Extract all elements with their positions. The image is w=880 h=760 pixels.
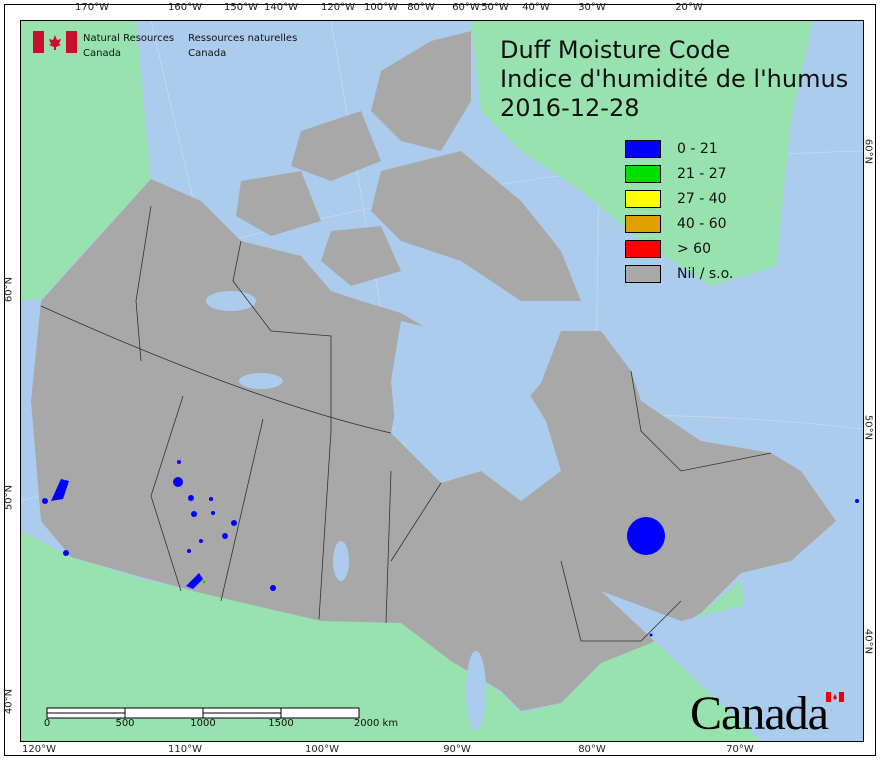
lon-label-bottom: 110°W (168, 744, 202, 755)
lat-label-left: 40°N (3, 688, 15, 715)
agency-fr-line1: Ressources naturelles (188, 33, 298, 44)
wordmark-flag-icon (826, 692, 844, 702)
dmc-blob (211, 511, 215, 515)
dmc-blob (231, 520, 237, 526)
atlantic-ocean (601, 561, 863, 741)
lat-label-right: 40°N (862, 628, 874, 655)
canada-land (31, 179, 836, 711)
lon-label-top: 30°W (578, 2, 606, 13)
lon-label-top: 80°W (407, 2, 435, 13)
legend-label: 21 - 27 (677, 165, 727, 182)
dmc-blob (177, 460, 181, 464)
lat-label-right: 50°N (862, 414, 874, 441)
lake-winnipeg (333, 541, 349, 581)
map-title: Duff Moisture Code Indice d'humidité de … (500, 36, 848, 123)
dmc-blob (63, 550, 69, 556)
scale-label: 2000 km (353, 718, 399, 729)
scale-label: 1500 (268, 718, 294, 729)
lat-label-left: 50°N (3, 484, 15, 511)
wordmark-text: Canada (690, 687, 829, 740)
dmc-blob (649, 633, 653, 637)
title-fr: Indice d'humidité de l'humus (500, 65, 849, 93)
nrcan-signature: Natural Resources Canada Ressources natu… (33, 31, 297, 61)
dmc-mid-area (202, 580, 206, 584)
dmc-blob (270, 585, 276, 591)
map-canvas[interactable]: Natural Resources Canada Ressources natu… (20, 20, 864, 742)
great-slave-lake (239, 373, 283, 389)
lon-label-bottom: 80°W (578, 744, 606, 755)
dmc-blob (209, 497, 213, 501)
scale-bar-graphic (46, 707, 360, 719)
lon-label-bottom: 70°W (726, 744, 754, 755)
title-date: 2016-12-28 (500, 94, 640, 122)
agency-en-line2: Canada (83, 48, 122, 59)
canada-wordmark: Canada (690, 686, 844, 741)
hudson-bay (391, 321, 561, 501)
dmc-low-areas (42, 460, 859, 637)
lon-label-top: 120°W (321, 2, 355, 13)
lon-label-bottom: 120°W (22, 744, 56, 755)
lon-label-bottom: 90°W (443, 744, 471, 755)
dmc-blob-coast (51, 479, 69, 501)
map-svg (21, 21, 863, 741)
legend-swatch (625, 139, 661, 158)
provincial-boundaries (40, 205, 772, 642)
great-bear-lake (206, 291, 256, 311)
scale-label: 0 (43, 718, 51, 729)
lon-label-top: 140°W (264, 2, 298, 13)
legend-label: 0 - 21 (677, 140, 718, 157)
legend-swatch (625, 264, 661, 283)
dmc-blob (188, 495, 194, 501)
lon-label-top: 50°W (481, 2, 509, 13)
usa-land (21, 531, 761, 741)
dmc-blob (191, 511, 197, 517)
dmc-blob (173, 477, 183, 487)
legend-label: 27 - 40 (677, 190, 727, 207)
lon-label-top: 100°W (364, 2, 398, 13)
dmc-blob (42, 498, 48, 504)
legend-item: 40 - 60 (625, 211, 733, 236)
dmc-blob (199, 539, 203, 543)
legend-label: 40 - 60 (677, 215, 727, 232)
dmc-blob-quebec (627, 517, 665, 555)
agency-en-line1: Natural Resources (83, 33, 175, 44)
alaska-land (21, 21, 151, 301)
dmc-blob (222, 533, 228, 539)
lat-label-left: 60°N (3, 276, 15, 303)
legend-item: > 60 (625, 236, 733, 261)
legend-item: 0 - 21 (625, 136, 733, 161)
scale-label: 500 (115, 718, 135, 729)
legend-swatch (625, 214, 661, 233)
legend-item: Nil / s.o. (625, 261, 733, 286)
lon-label-top: 60°W (452, 2, 480, 13)
canada-flag-icon (33, 31, 77, 53)
scale-bar: 0 500 1000 1500 2000 km (44, 704, 398, 729)
lon-label-bottom: 100°W (305, 744, 339, 755)
legend-item: 21 - 27 (625, 161, 733, 186)
dmc-blob (186, 573, 203, 589)
lon-label-top: 170°W (75, 2, 109, 13)
title-en: Duff Moisture Code (500, 36, 731, 64)
lon-label-top: 20°W (675, 2, 703, 13)
lon-label-top: 40°W (522, 2, 550, 13)
legend-swatch (625, 189, 661, 208)
dmc-blob (855, 499, 859, 503)
legend-swatch (625, 239, 661, 258)
lat-label-right: 60°N (862, 138, 874, 165)
map-frame (4, 4, 876, 756)
legend-item: 27 - 40 (625, 186, 733, 211)
arctic-islands (236, 31, 581, 301)
lon-label-top: 160°W (168, 2, 202, 13)
lon-label-top: 150°W (224, 2, 258, 13)
legend: 0 - 21 21 - 27 27 - 40 40 - 60 > 60 Nil … (625, 136, 733, 286)
scale-label: 1000 (190, 718, 216, 729)
lake-michigan (466, 651, 486, 731)
legend-label: Nil / s.o. (677, 265, 734, 282)
legend-swatch (625, 164, 661, 183)
dmc-blob (187, 549, 191, 553)
agency-fr-line2: Canada (188, 48, 227, 59)
legend-label: > 60 (677, 240, 711, 257)
